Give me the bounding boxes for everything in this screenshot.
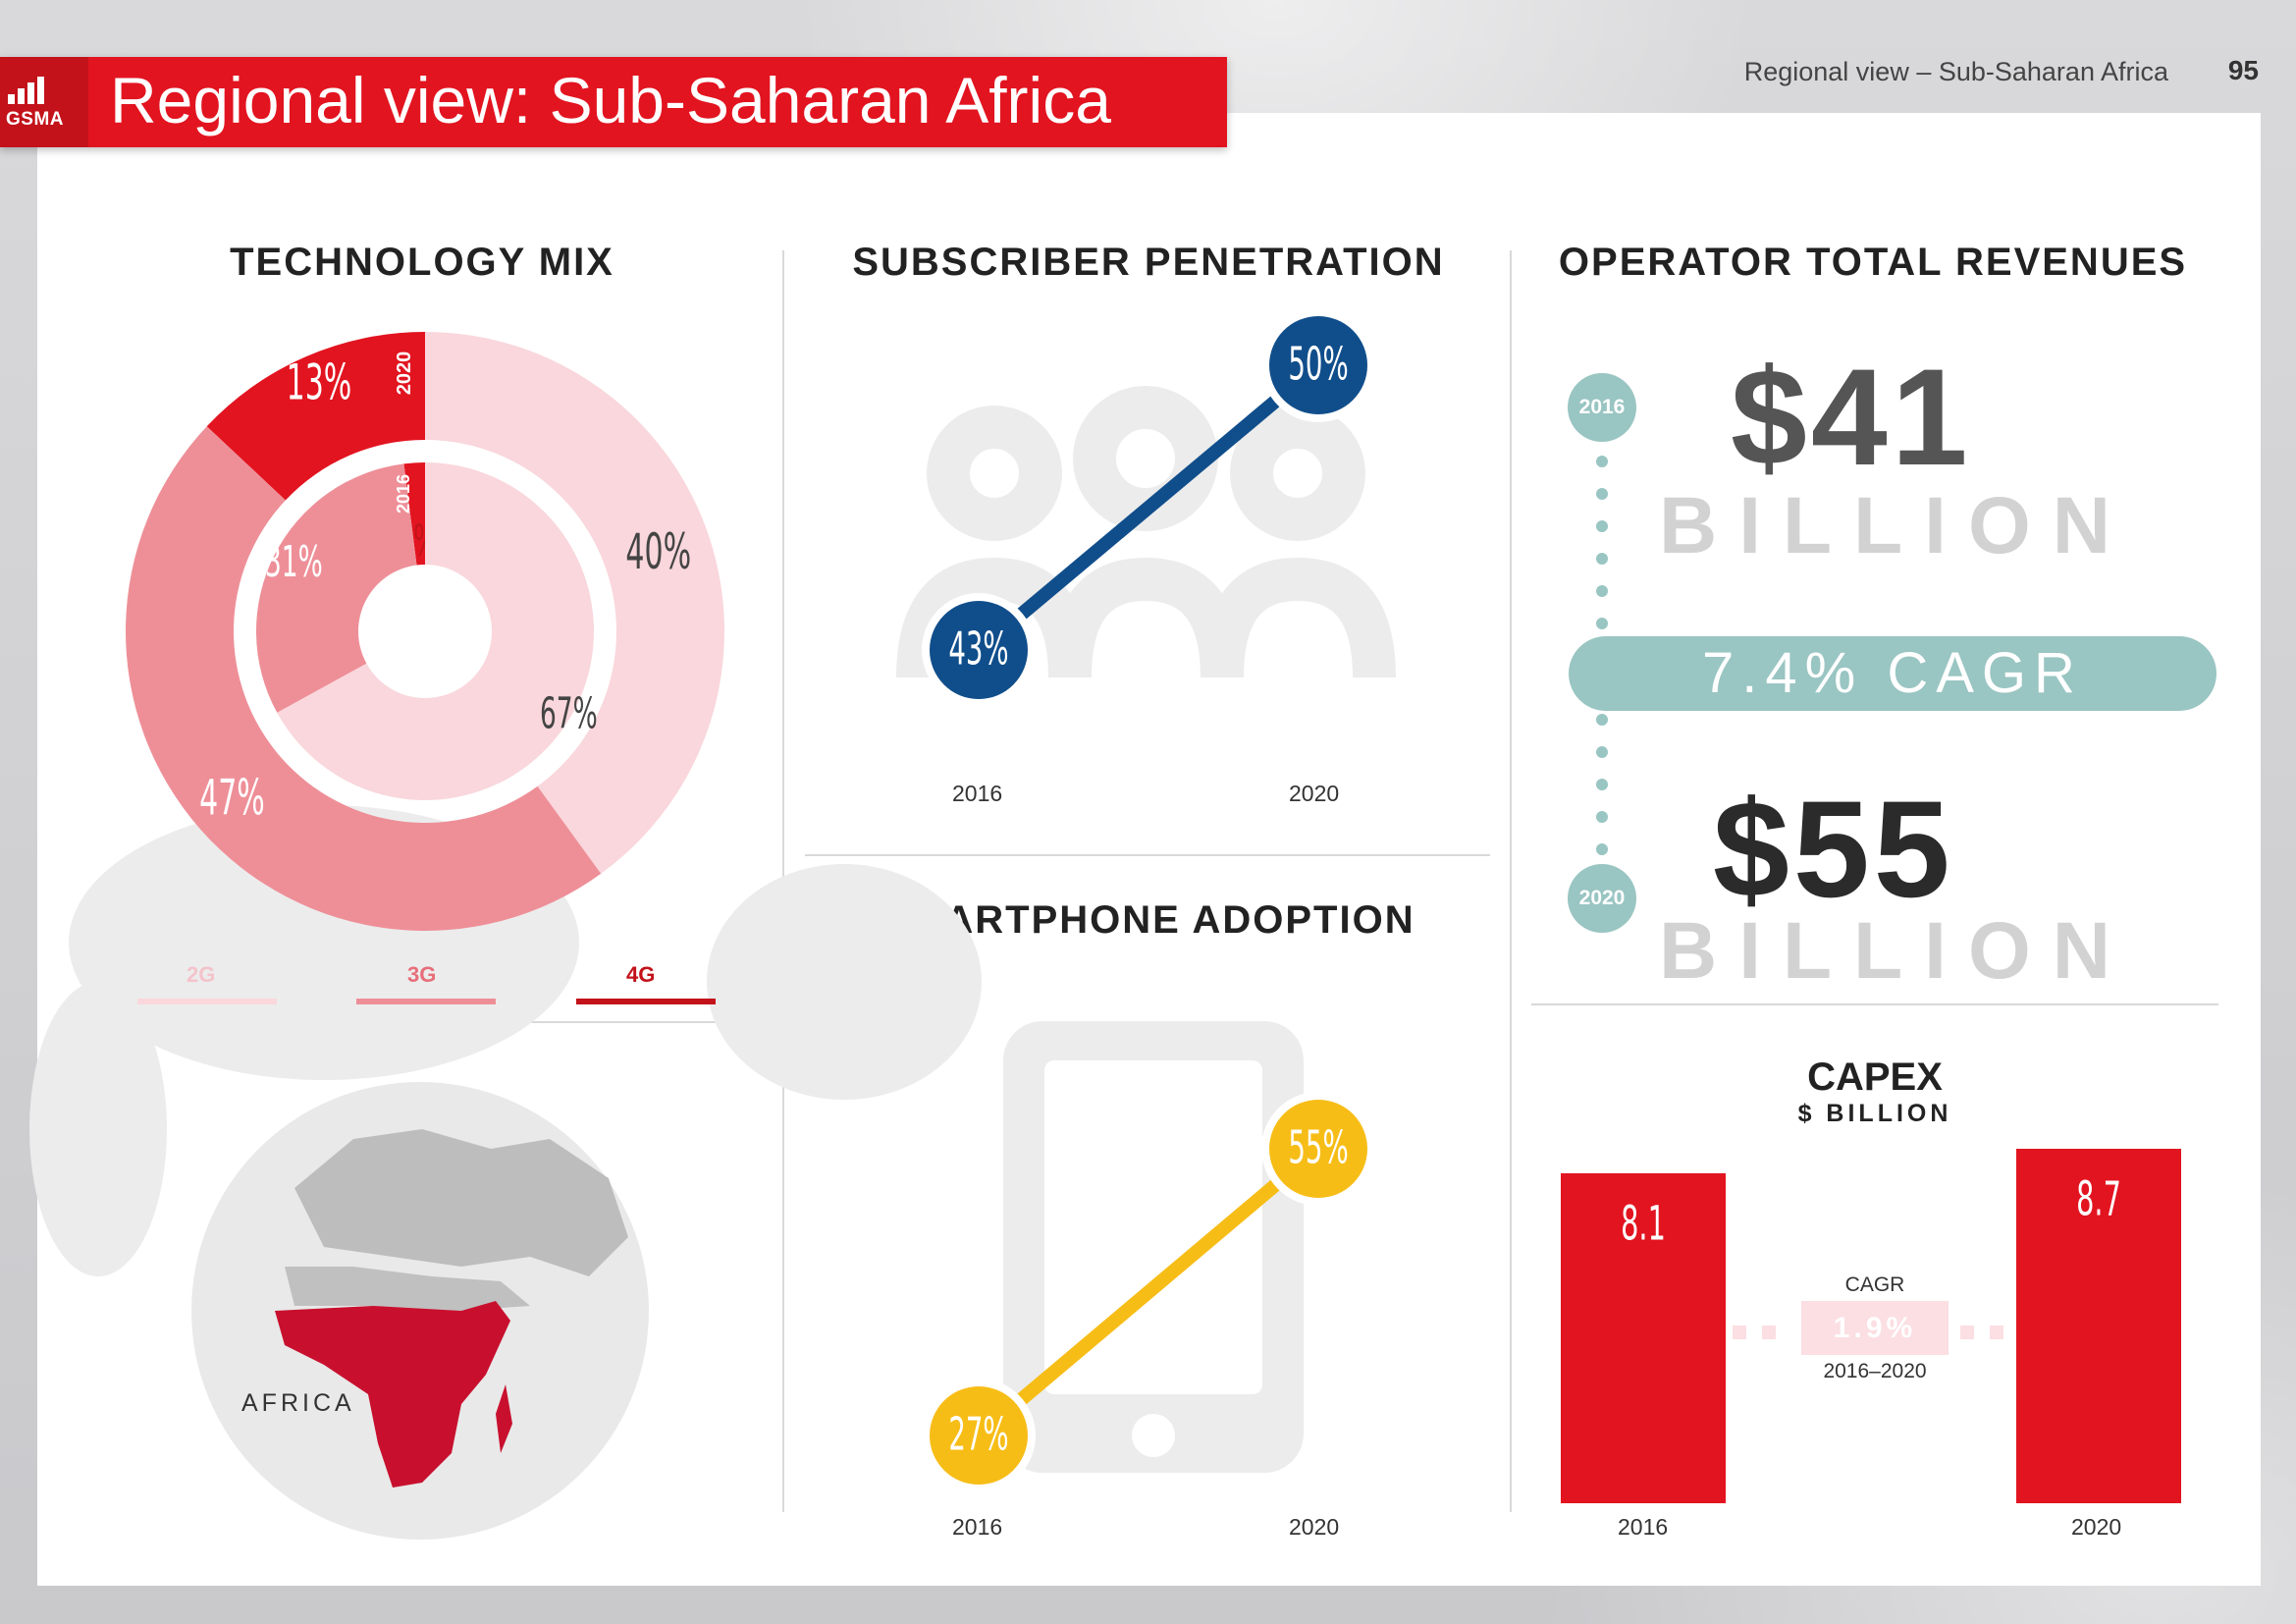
subs-year-2016: 2016 — [952, 781, 1003, 806]
legend-label-3g: 3G — [407, 962, 437, 987]
timeline-dot — [1596, 488, 1608, 500]
smartphone-adoption-label-2020: 55% — [1288, 1121, 1348, 1173]
ring-label-2016: 2016 — [394, 474, 413, 514]
subs-year-2020: 2020 — [1289, 781, 1340, 806]
timeline-dot — [1596, 520, 1608, 532]
timeline-dot — [1596, 779, 1608, 790]
divider-middle — [805, 854, 1490, 856]
capex-bars: 8.1 8.7 — [1561, 1149, 2181, 1503]
timeline-dot — [1596, 456, 1608, 467]
legend-label-2g: 2G — [187, 962, 216, 987]
subscriber-penetration-connector — [974, 359, 1323, 656]
revenue-2016-amount: $41 — [1731, 340, 1972, 494]
divider-right — [1531, 1003, 2218, 1005]
ring-label-2020: 2020 — [394, 352, 415, 396]
legend-label-4g: 4G — [626, 962, 656, 987]
donut-2016-3g-label: 31% — [265, 536, 323, 587]
capex-bar-2016 — [1561, 1172, 1726, 1503]
timeline-dot — [1596, 618, 1608, 629]
capex-year-2016: 2016 — [1618, 1514, 1669, 1540]
gsma-logo — [0, 57, 88, 147]
subscriber-penetration-label-2020: 50% — [1288, 338, 1348, 390]
smartphone-adoption-line: 27% 55% — [922, 1092, 1375, 1492]
logo-text: GSMA — [6, 109, 64, 130]
subscriber-penetration-label-2016: 43% — [948, 623, 1008, 675]
capex-connector — [1733, 1326, 2003, 1339]
donut-2020-4g-slice — [206, 332, 425, 501]
smartphone-adoption-connector — [974, 1143, 1323, 1441]
donut-2016-2g-slice — [277, 462, 594, 801]
smart-year-2016: 2016 — [952, 1514, 1003, 1540]
donut-2020-3g-label: 47% — [199, 770, 265, 827]
timeline-dot — [1596, 553, 1608, 565]
capex-bar-label-2016: 8.1 — [1621, 1197, 1666, 1252]
revenue-2016-unit: BILLION — [1659, 481, 2132, 570]
technology-mix-donut: 13%47%40%2%31%67% — [126, 332, 724, 931]
timeline-dot — [1596, 714, 1608, 726]
subscriber-penetration-point-2016 — [930, 601, 1028, 699]
capex-cagr-value: 1.9% — [1833, 1312, 1917, 1344]
smartphone-icon — [1003, 1021, 1304, 1473]
subscriber-penetration-line: 43% 50% — [922, 308, 1375, 707]
donut-2020-3g-slice — [126, 426, 602, 931]
revenue-2020-amount: $55 — [1713, 772, 1954, 926]
smartphone-adoption-point-2020 — [1269, 1100, 1367, 1198]
page-number: 95 — [2227, 55, 2259, 85]
legend-swatch-4g — [576, 999, 716, 1004]
donut-2016-2g-label: 67% — [540, 687, 598, 738]
revenue-2020-unit: BILLION — [1659, 906, 2132, 996]
subscriber-penetration-point-2020 — [1269, 316, 1367, 414]
timeline-dot — [1596, 811, 1608, 823]
revenue-cagr: 7.4% CAGR — [1702, 641, 2083, 705]
capex-year-2020: 2020 — [2071, 1514, 2122, 1540]
legend-swatch-2g — [137, 999, 277, 1004]
timeline-dot — [1596, 585, 1608, 597]
smartphone-adoption-label-2016: 27% — [948, 1408, 1008, 1460]
capex-cagr-range: 2016–2020 — [1823, 1360, 1927, 1382]
smart-year-2020: 2020 — [1289, 1514, 1340, 1540]
revenue-year-2016: 2016 — [1568, 373, 1636, 442]
operator-revenues-title: OPERATOR TOTAL REVENUES — [1558, 241, 2188, 284]
title-bar — [0, 57, 1227, 147]
capex-title: CAPEX — [1807, 1056, 1943, 1099]
donut-2020-4g-label: 13% — [287, 354, 352, 411]
revenue-timeline-dots — [1596, 456, 1608, 855]
timeline-dot — [1596, 843, 1608, 855]
capex-bar-label-2020: 8.7 — [2076, 1172, 2121, 1227]
legend-swatch-3g — [356, 999, 496, 1004]
donut-2020-2g-slice — [425, 332, 724, 874]
people-icon — [896, 386, 1396, 678]
revenue-cagr-pill — [1569, 636, 2216, 711]
donut-2016-4g-slice — [403, 462, 425, 566]
donut-2020-2g-label: 40% — [625, 523, 691, 580]
timeline-dot — [1596, 746, 1608, 758]
subscriber-penetration-title: SUBSCRIBER PENETRATION — [852, 241, 1445, 284]
capex-cagr-label: CAGR — [1844, 1273, 1905, 1296]
revenue-year-2020: 2020 — [1568, 864, 1636, 933]
capex-subtitle: $ BILLION — [1797, 1100, 1952, 1127]
africa-globe — [191, 1082, 649, 1540]
africa-map-label: AFRICA — [241, 1389, 355, 1417]
page-title: Regional view: Sub-Saharan Africa — [110, 64, 1111, 136]
column-divider-right — [1510, 250, 1512, 1512]
capex-bar-2020 — [2016, 1149, 2181, 1503]
technology-mix-title: TECHNOLOGY MIX — [230, 241, 614, 284]
running-head: Regional view – Sub-Saharan Africa — [1743, 57, 2168, 86]
donut-2016-3g-slice — [256, 463, 417, 713]
smartphone-adoption-title: SMARTPHONE ADOPTION — [881, 898, 1415, 942]
capex-cagr-box — [1801, 1301, 1949, 1355]
smartphone-adoption-point-2016 — [930, 1386, 1028, 1485]
